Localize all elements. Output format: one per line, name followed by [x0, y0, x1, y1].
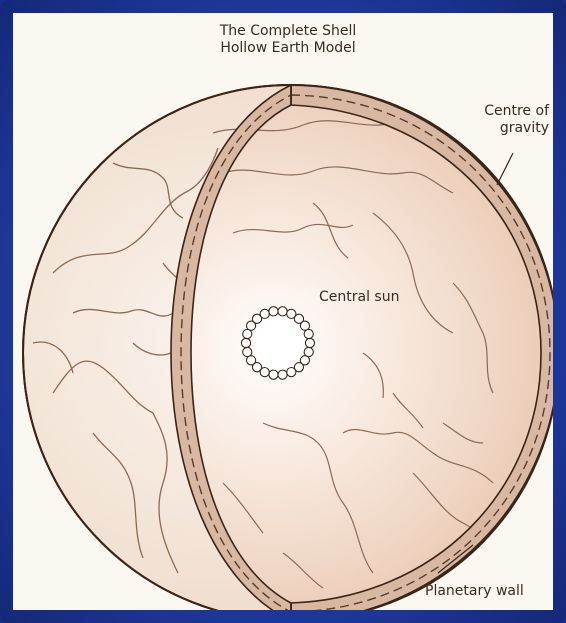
sun-ray — [293, 313, 305, 324]
sun-ray — [251, 362, 263, 373]
sun-ray — [293, 362, 305, 373]
diagram-panel: The Complete Shell Hollow Earth Model Ce… — [13, 13, 553, 610]
sun-ray — [299, 355, 311, 366]
centre-label-line-2: gravity — [499, 120, 549, 136]
sun-ray — [242, 346, 253, 358]
central-sun-label: Central sun — [319, 289, 400, 305]
sun-ray — [268, 369, 279, 380]
planetary-wall-label: Planetary wall — [425, 583, 524, 599]
sun-ray — [304, 337, 316, 349]
diagram-title: The Complete Shell Hollow Earth Model — [153, 23, 423, 57]
sun-ray — [286, 308, 297, 320]
sun-ray — [242, 328, 253, 340]
sun-ray — [259, 308, 270, 320]
sun-ray — [303, 346, 314, 358]
centre-label-line-1: Centre of — [484, 103, 549, 119]
planetary-wall-leader — [437, 544, 474, 574]
sun-ray — [259, 366, 270, 378]
centre-of-gravity-leader — [496, 152, 514, 186]
sun-ray — [268, 306, 279, 317]
sun-ray — [245, 355, 257, 366]
sun-ray — [277, 306, 288, 317]
sun-ray — [245, 320, 257, 331]
centre-of-gravity-label: Centre of gravity — [449, 103, 549, 137]
hollow-earth-diagram — [22, 83, 553, 610]
inner-hollow — [193, 85, 543, 610]
centre-of-gravity-line — [180, 94, 551, 610]
sun-ray — [240, 337, 252, 349]
sun-ray — [299, 320, 311, 331]
sun-core — [251, 316, 305, 370]
sun-ray — [251, 313, 263, 324]
sun-ray — [277, 369, 288, 380]
title-line-2: Hollow Earth Model — [220, 40, 356, 56]
sun-ray — [286, 366, 297, 378]
sun-ray — [303, 328, 314, 340]
central-sun-icon — [240, 306, 316, 380]
shell-band-right — [290, 84, 553, 610]
title-line-1: The Complete Shell — [219, 23, 357, 39]
